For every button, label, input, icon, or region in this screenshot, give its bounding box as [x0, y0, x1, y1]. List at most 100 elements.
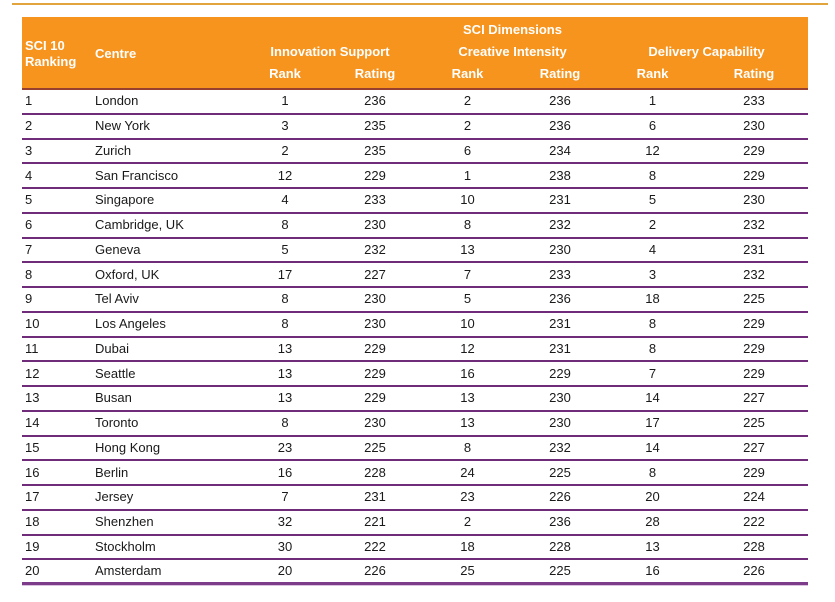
cell-ci_rating: 230 [549, 241, 571, 257]
table-row: 16 Berlin 16 228 24 225 8 229 [22, 461, 808, 486]
cell-centre: Busan [95, 390, 132, 406]
table-row: 19 Stockholm 30 222 18 228 13 228 [22, 535, 808, 561]
cell-ci_rank: 13 [460, 390, 475, 406]
cell-is_rating: 222 [364, 538, 386, 554]
table-row: 14 Toronto 8 230 13 230 17 225 [22, 411, 808, 437]
cell-ci_rating: 231 [549, 316, 571, 332]
cell-centre: Amsterdam [95, 563, 162, 579]
cell-ci_rating: 231 [549, 192, 571, 208]
cell-ci_rank: 2 [463, 514, 472, 530]
cell-is_rank: 13 [277, 365, 293, 381]
cell-dc_rank: 2 [648, 217, 657, 233]
cell-ci_rank: 5 [463, 291, 472, 307]
cell-dc_rating: 225 [743, 415, 765, 431]
cell-is_rating: 228 [364, 464, 386, 480]
cell-is_rank: 2 [281, 142, 289, 158]
cell-is_rating: 233 [364, 192, 386, 208]
cell-ranking: 1 [25, 93, 33, 109]
cell-ranking: 18 [25, 514, 40, 530]
cell-ci_rank: 23 [460, 489, 475, 505]
cell-ci_rank: 8 [463, 217, 472, 233]
cell-dc_rating: 229 [743, 316, 765, 332]
cell-dc_rank: 7 [648, 365, 657, 381]
cell-is_rating: 229 [364, 390, 386, 406]
cell-is_rating: 229 [364, 365, 386, 381]
cell-dc_rank: 13 [645, 538, 660, 554]
cell-ci_rating: 225 [549, 563, 571, 579]
cell-centre: Stockholm [95, 538, 156, 554]
cell-ranking: 6 [25, 217, 33, 233]
cell-is_rank: 4 [281, 192, 289, 208]
header-delivery-capability: Delivery Capability [648, 44, 765, 59]
cell-ranking: 12 [25, 365, 40, 381]
cell-ci_rank: 10 [460, 192, 475, 208]
cell-is_rating: 230 [364, 291, 386, 307]
cell-ci_rank: 18 [460, 538, 475, 554]
cell-ci_rating: 226 [549, 489, 571, 505]
table-row: 18 Shenzhen 32 221 2 236 28 222 [22, 510, 808, 536]
cell-ci_rating: 231 [549, 340, 571, 356]
cell-ci_rating: 238 [549, 167, 571, 183]
cell-dc_rank: 28 [645, 514, 660, 530]
header-dc-rank: Rank [636, 66, 669, 81]
cell-ci_rating: 236 [549, 514, 571, 530]
cell-dc_rating: 228 [743, 538, 765, 554]
table-row: 12 Seattle 13 229 16 229 7 229 [22, 362, 808, 387]
cell-is_rating: 232 [364, 241, 386, 257]
table-row: 9 Tel Aviv 8 230 5 236 18 225 [22, 288, 808, 313]
cell-ranking: 20 [25, 563, 40, 579]
cell-dc_rating: 230 [743, 118, 765, 134]
cell-centre: Cambridge, UK [95, 217, 184, 233]
cell-ranking: 4 [25, 167, 33, 183]
cell-ci_rank: 16 [460, 365, 475, 381]
cell-dc_rank: 4 [648, 241, 657, 257]
cell-is_rank: 5 [281, 241, 289, 257]
cell-dc_rating: 229 [743, 365, 765, 381]
cell-dc_rating: 229 [743, 142, 765, 158]
cell-dc_rating: 231 [743, 241, 765, 257]
cell-dc_rank: 8 [648, 464, 657, 480]
header-dc-rating: Rating [733, 66, 775, 81]
cell-is_rank: 30 [277, 538, 293, 554]
header-ci-rating: Rating [539, 66, 581, 81]
cell-is_rank: 23 [277, 439, 293, 455]
cell-dc_rank: 8 [648, 167, 657, 183]
cell-dc_rating: 233 [743, 93, 765, 109]
cell-ranking: 19 [25, 538, 40, 554]
cell-ranking: 5 [25, 192, 33, 208]
cell-dc_rating: 232 [743, 217, 765, 233]
cell-ci_rating: 229 [549, 365, 571, 381]
cell-centre: Berlin [95, 464, 129, 480]
cell-centre: Los Angeles [95, 316, 166, 332]
cell-dc_rating: 227 [743, 390, 765, 406]
cell-is_rating: 225 [364, 439, 386, 455]
table-row: 2 New York 3 235 2 236 6 230 [22, 114, 808, 140]
cell-is_rank: 16 [277, 464, 293, 480]
cell-dc_rank: 14 [645, 439, 660, 455]
table-row: 3 Zurich 2 235 6 234 12 229 [22, 139, 808, 165]
table-row: 20 Amsterdam 20 226 25 225 16 226 [22, 560, 808, 585]
cell-ci_rank: 12 [460, 340, 475, 356]
cell-is_rank: 8 [281, 291, 289, 307]
cell-ci_rating: 232 [549, 439, 571, 455]
cell-ci_rating: 225 [549, 464, 571, 480]
header-is-rating: Rating [354, 66, 396, 81]
header-sci10-line2: Ranking [25, 53, 77, 69]
cell-dc_rank: 14 [645, 390, 660, 406]
cell-ci_rank: 8 [463, 439, 472, 455]
cell-is_rank: 8 [281, 217, 289, 233]
cell-ranking: 15 [25, 439, 40, 455]
cell-centre: Seattle [95, 365, 136, 381]
cell-is_rating: 231 [364, 489, 386, 505]
header-creative-intensity: Creative Intensity [458, 44, 567, 59]
cell-centre: Jersey [95, 489, 134, 505]
header-centre: Centre [95, 46, 137, 61]
cell-ranking: 16 [25, 464, 40, 480]
table-body: 1 London 1 236 2 236 1 233 2 New York 3 235 2 236 6 230… [22, 90, 808, 585]
cell-ci_rating: 234 [549, 142, 571, 158]
cell-ci_rank: 13 [460, 241, 475, 257]
header-is-rank: Rank [269, 66, 301, 81]
cell-dc_rating: 229 [743, 167, 765, 183]
cell-ranking: 7 [25, 241, 33, 257]
